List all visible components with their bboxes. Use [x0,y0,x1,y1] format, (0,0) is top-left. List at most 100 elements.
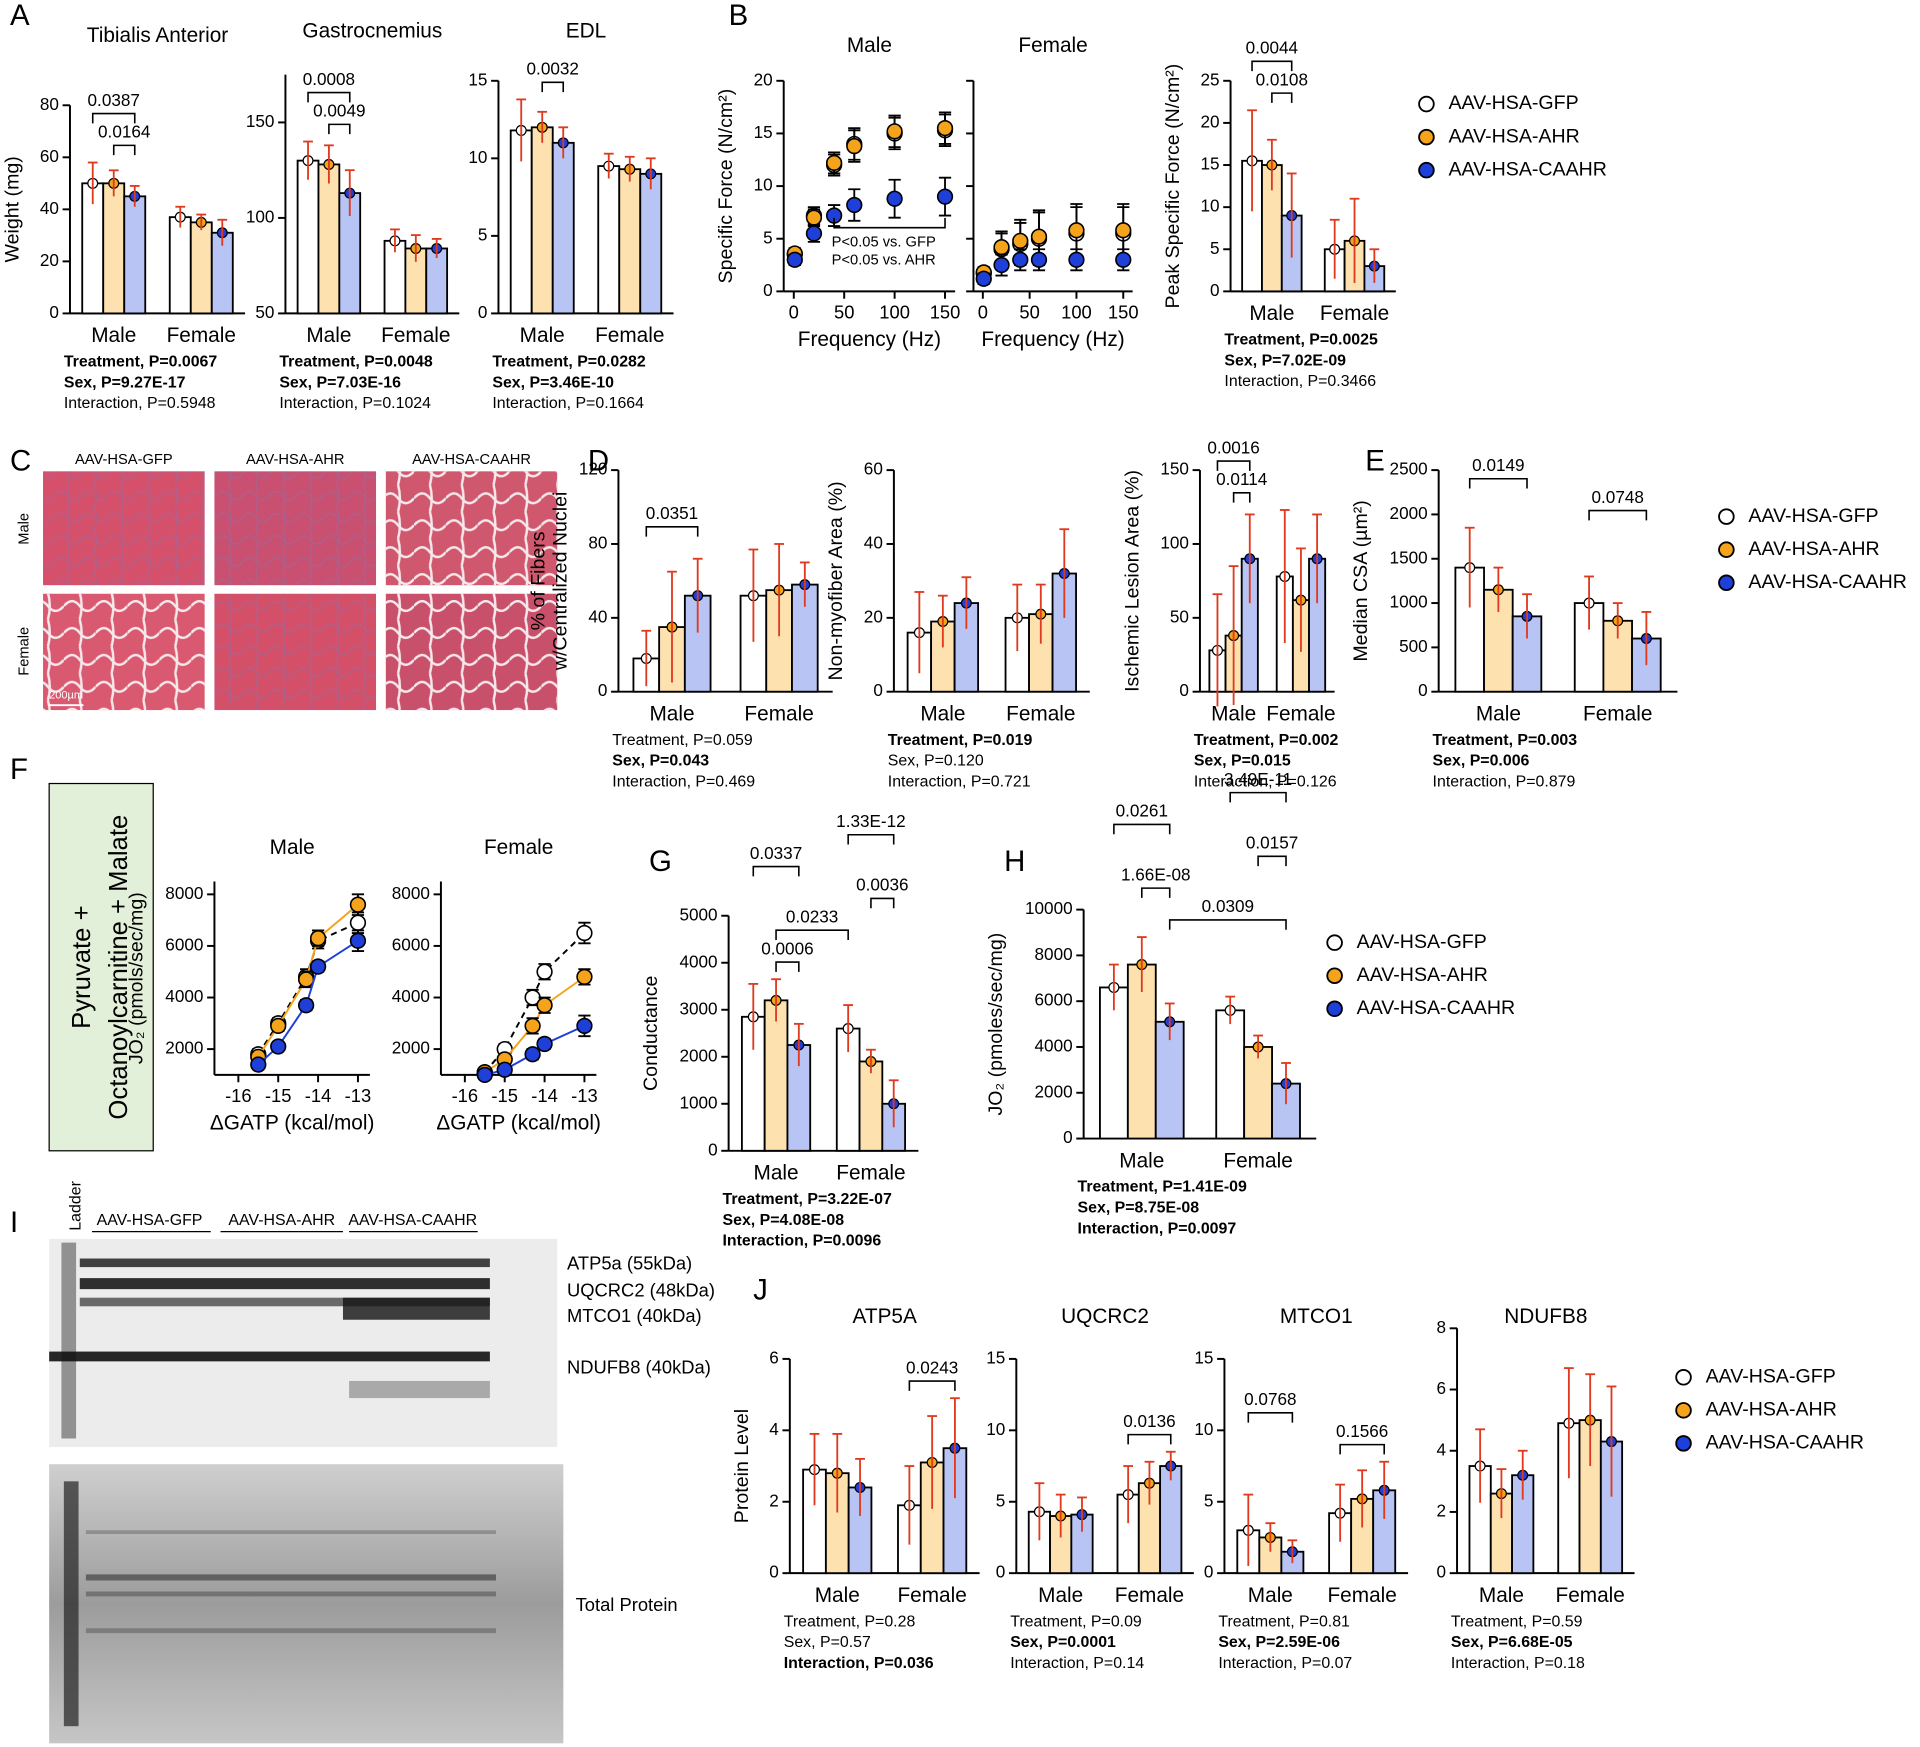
data-point [536,1035,553,1053]
comparison-bracket [112,144,136,156]
data-point [1068,222,1085,239]
comparison-label: 0.0261 [1116,801,1168,821]
y-tick-label: 2000 [1390,503,1428,523]
stats-text: Interaction, P=0.1664 [492,395,644,412]
y-tick-label: 4000 [165,986,203,1006]
band-label: MTCO1 (40kDa) [567,1305,702,1326]
y-tick-label: 5 [763,227,773,247]
data-point [349,932,367,949]
y-tick-label: 500 [1399,636,1428,656]
stats-text: Sex, P=0.57 [784,1634,871,1651]
legend-label: AAV-HSA-GFP [1448,92,1578,114]
bar [1215,1009,1246,1140]
stats-text: Interaction, P=0.469 [612,773,755,790]
panel-label: E [1365,445,1385,478]
stats-text: Sex, P=0.0001 [1010,1634,1116,1651]
histology: AAV-HSA-GFP AAV-HSA-AHR AAV-HSA-CAAHR Ma… [17,452,558,711]
stats-text: Treatment, P=0.019 [888,732,1033,749]
y-tick-label: 6000 [165,934,203,954]
data-point [576,968,593,986]
condition-box [48,782,154,1152]
y-tick-label: 150 [246,111,275,131]
comparison-label: 0.0309 [1202,896,1254,916]
blot-band [85,1530,497,1534]
panel-label: A [10,0,30,32]
y-tick-label: 10 [468,147,487,167]
comparison-label: 1.33E-12 [836,811,906,831]
y-tick-label: 0 [478,302,488,322]
total-protein-label: Total Protein [576,1594,678,1615]
x-tick-label: 0 [789,301,799,322]
y-tick-label: 80 [588,533,607,553]
comparison-bracket [1271,92,1293,103]
comparison-bracket [908,1380,956,1391]
annotation: P<0.05 vs. AHR [832,253,936,269]
comparison-label: 0.0036 [856,875,908,895]
y-tick-label: 0 [1210,280,1220,300]
x-tick-label: 50 [1019,301,1039,322]
y-axis-label: Peak Specific Force (N/cm²) [1162,64,1184,309]
data-point [496,1061,513,1078]
stats-text: Interaction, P=0.18 [1451,1655,1585,1672]
stats-text: Sex, P=0.120 [888,753,984,770]
y-tick-label: 4000 [679,951,717,971]
comparison-bracket [1468,477,1528,489]
comparison-label: 0.0337 [750,843,802,863]
total-protein-image [49,1464,564,1744]
legend-marker [1675,1435,1692,1452]
y-tick-label: 8 [1436,1317,1446,1337]
y-tick-label: 10000 [1025,898,1073,918]
comparison-label: 3.49E-11 [1224,769,1292,789]
y-axis-label: Non-myofiber Area (%) [825,481,847,680]
data-point [805,209,823,226]
chart-title: Gastrocnemius [302,19,442,42]
y-tick-label: 5 [1210,238,1220,258]
data-point [349,896,367,913]
stats-text: Sex, P=4.08E-08 [722,1212,844,1229]
comparison-bracket [307,91,351,103]
y-tick-label: 5000 [679,904,717,924]
x-tick-label: Female [1266,702,1335,725]
bar [639,172,663,315]
y-tick-label: 8000 [1035,944,1073,964]
ladder-lane [63,1481,79,1727]
stats-text: Treatment, P=0.0282 [492,354,646,371]
data-point [250,1056,267,1073]
legend-marker [1418,161,1435,179]
y-tick-label: 8000 [165,883,203,903]
legend-marker [1675,1369,1692,1386]
comparison-label: 0.0243 [906,1357,958,1377]
legend-label: AAV-HSA-CAAHR [1706,1432,1864,1454]
legend-marker [1418,128,1435,146]
comparison-label: 1.66E-08 [1121,864,1191,884]
stats-text: Sex, P=0.015 [1194,753,1291,770]
y-tick-label: 40 [864,533,883,553]
blot-band [85,1574,497,1581]
x-axis-label: ΔGATP (kcal/mol) [210,1111,375,1134]
chart-title: EDL [566,19,606,42]
x-tick-label: Female [897,1584,966,1607]
stats-text: Treatment, P=0.59 [1451,1613,1583,1630]
stats-text: Treatment, P=0.003 [1433,732,1578,749]
x-tick-label: Male [1476,702,1521,725]
stats-text: Interaction, P=0.1024 [279,395,431,412]
stats-text: Treatment, P=0.002 [1194,732,1339,749]
y-tick-label: 0 [49,302,59,322]
data-point [1115,222,1132,239]
y-tick-label: 2500 [1390,459,1428,479]
significance-bracket [833,217,946,229]
y-tick-label: 15 [1194,1347,1213,1367]
blot-image [49,1238,558,1448]
y-tick-label: 5 [1204,1490,1214,1510]
y-axis-label: JO₂ (pmoles/sec/mg) [985,933,1007,1116]
bar [123,195,147,315]
data-point [975,270,992,287]
group-label: AAV-HSA-CAAHR [348,1212,477,1229]
data-point [270,1017,287,1035]
tissue-texture [43,471,205,586]
comparison-label: 0.0768 [1244,1389,1296,1409]
y-axis-label: % of Fibers [528,531,550,630]
comparison-label: 0.0164 [98,122,151,142]
y-tick-label: 2000 [679,1045,717,1065]
y-tick-label: 10 [1194,1419,1213,1439]
